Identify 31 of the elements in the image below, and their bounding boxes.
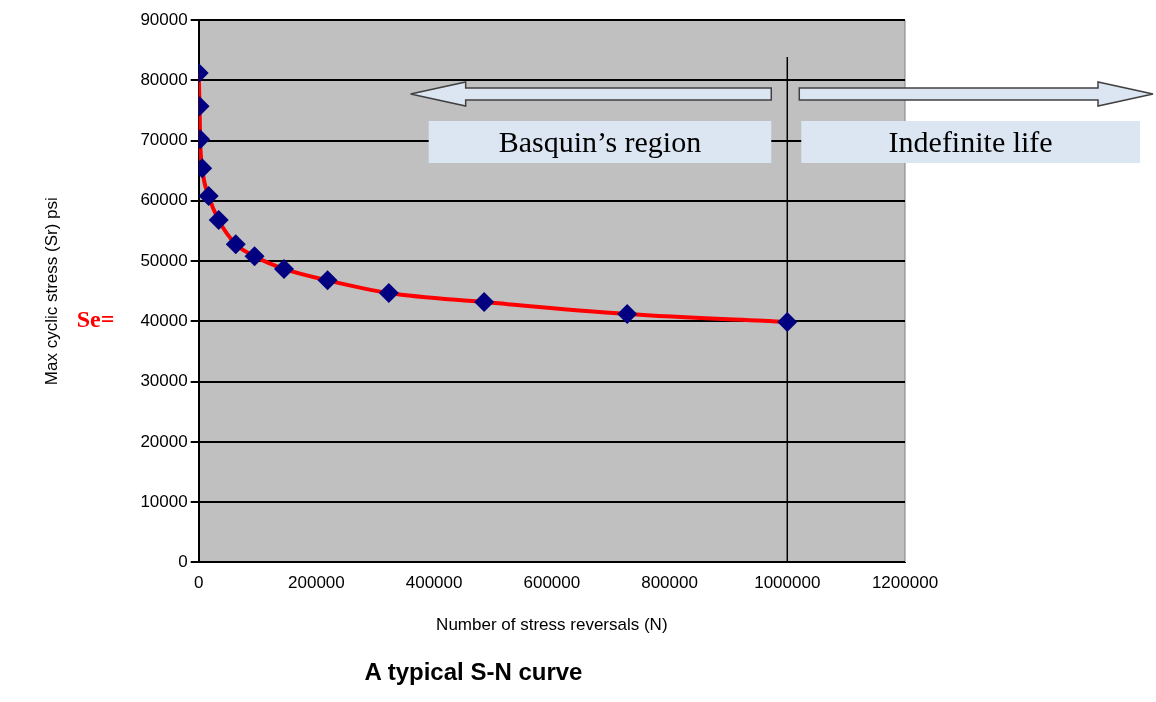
point [208, 210, 229, 231]
y-tick-label: 50000 [140, 250, 188, 270]
point [274, 258, 295, 279]
text: A typical S-N curve [364, 658, 583, 686]
text: Se= [76, 306, 115, 334]
x-tick-label: 200000 [288, 573, 345, 593]
y-tick-label: 70000 [140, 130, 188, 150]
x-axis-title: Number of stress reversals (N) [436, 614, 668, 634]
point [378, 283, 399, 304]
point [198, 185, 219, 206]
x-tick-label: 1000000 [754, 573, 821, 593]
x-tick-label: 600000 [523, 573, 581, 593]
point [317, 270, 338, 291]
x-tick-label: 1200000 [871, 573, 939, 593]
y-tick-label: 80000 [140, 69, 188, 89]
x-tick-label: 400000 [405, 573, 463, 593]
point [777, 311, 798, 332]
x-tick-label: 0 [193, 573, 204, 593]
point [474, 292, 495, 313]
y-axis-title: Max cyclic stress (Sr) psi [41, 197, 61, 386]
y-tick-label: 30000 [140, 371, 188, 391]
y-tick-label: 20000 [140, 431, 188, 451]
y-tick-label: 40000 [140, 311, 188, 331]
point [225, 234, 246, 255]
point [244, 246, 265, 267]
x-tick-label: 800000 [641, 573, 698, 593]
y-tick-label: 0 [178, 552, 188, 572]
y-tick-label: 10000 [140, 491, 188, 511]
y-tick-label: 90000 [140, 9, 188, 29]
y-tick-label: 60000 [140, 190, 188, 210]
point [617, 304, 638, 325]
